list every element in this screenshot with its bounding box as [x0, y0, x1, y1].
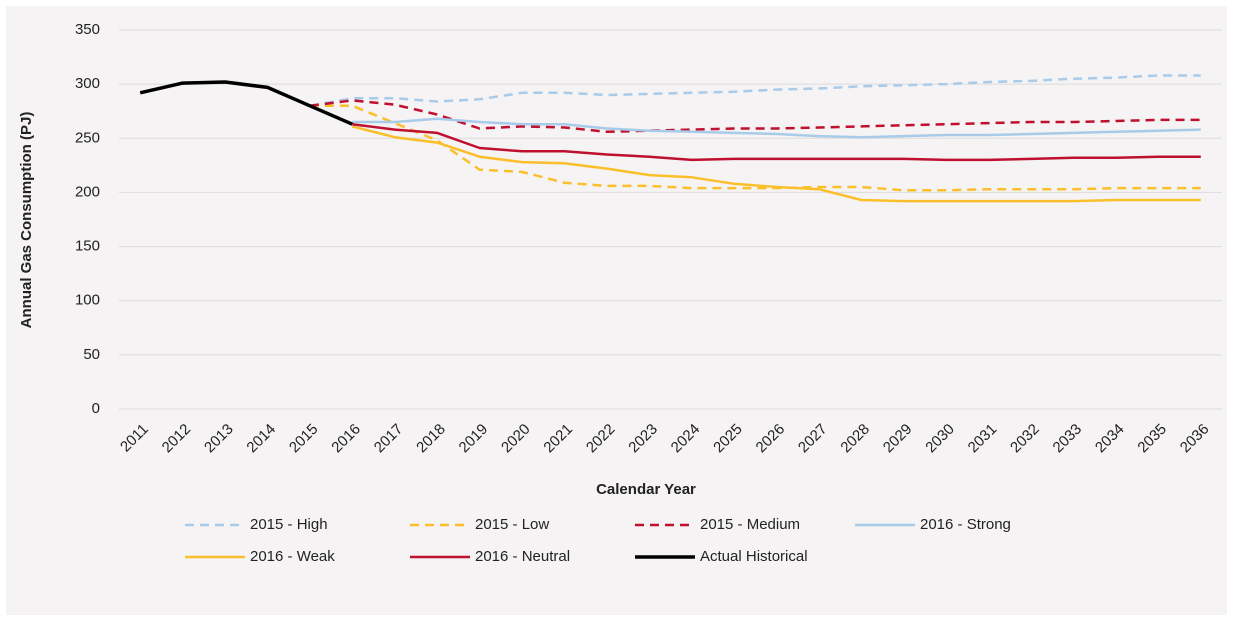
- x-axis-title: Calendar Year: [596, 481, 696, 498]
- y-tick-label: 250: [75, 129, 100, 146]
- series-line: [351, 125, 1201, 203]
- y-tick-label: 0: [92, 400, 100, 417]
- legend-label: 2015 - High: [250, 516, 328, 533]
- series-line: [352, 117, 1201, 139]
- y-tick-label: 50: [83, 346, 100, 363]
- y-tick-label: 200: [75, 183, 100, 200]
- legend-label: 2016 - Strong: [920, 516, 1011, 533]
- legend-label: Actual Historical: [700, 548, 808, 565]
- chart-background: [6, 6, 1227, 615]
- y-tick-label: 100: [75, 292, 100, 309]
- series-line: [352, 122, 1201, 162]
- legend-label: 2016 - Neutral: [475, 548, 570, 565]
- legend-label: 2015 - Medium: [700, 516, 800, 533]
- y-tick-label: 300: [75, 75, 100, 92]
- legend-label: 2016 - Weak: [250, 548, 335, 565]
- series-line: [139, 80, 353, 126]
- legend-label: 2015 - Low: [475, 516, 549, 533]
- y-axis-title: Annual Gas Consumption (PJ): [18, 112, 35, 329]
- y-tick-label: 150: [75, 238, 100, 255]
- y-tick-label: 350: [75, 21, 100, 38]
